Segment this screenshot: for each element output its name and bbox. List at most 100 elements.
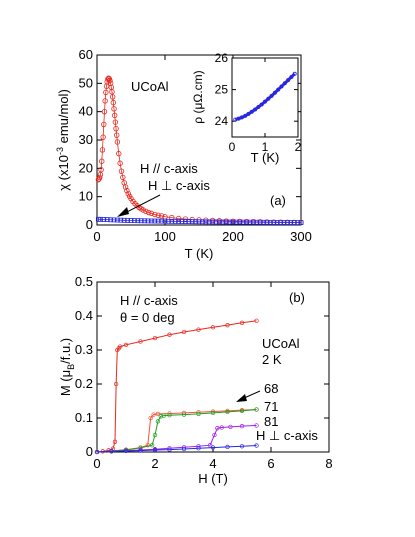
panel-a-label: (a) (270, 193, 286, 208)
series-line-0 (96, 320, 257, 453)
data-point-series-0 (118, 344, 123, 349)
data-point-perp (131, 218, 137, 224)
data-point-perp (98, 216, 103, 222)
inset-data-point (279, 84, 284, 89)
data-point-parallel (100, 134, 106, 140)
data-point-perp (111, 217, 117, 223)
data-point-perp (128, 218, 134, 223)
data-point-series-0 (123, 342, 129, 348)
data-point-perp (281, 220, 287, 225)
data-point-series-4 (138, 448, 143, 453)
data-point-perp (182, 219, 188, 224)
data-point-parallel (101, 108, 108, 115)
data-point-series-2 (210, 410, 216, 416)
data-point-perp (237, 219, 243, 225)
data-point-series-3 (207, 443, 213, 448)
data-point-parallel (155, 212, 161, 219)
data-point-series-2 (254, 407, 259, 412)
data-point-series-2 (152, 432, 158, 438)
data-point-perp (104, 217, 110, 223)
data-point-perp (176, 219, 182, 224)
data-point-perp (233, 219, 239, 225)
panel-a-annotation-arrowhead (117, 207, 129, 217)
data-point-series-0 (112, 439, 118, 444)
panel-b-ytick-label: 0.4 (75, 308, 93, 323)
data-point-parallel (101, 121, 107, 128)
series-68-arrowhead (236, 394, 247, 402)
data-point-parallel (140, 207, 146, 213)
panel-b-ylabel: M (μB/f.u.) (58, 338, 76, 396)
panel-a-inset-chart: 0 1 2 24 25 26 T (K) ρ (μΩ.cm) (191, 51, 302, 165)
panel-a-ylabel-main: χ (x10 (56, 155, 71, 191)
data-point-series-4 (181, 446, 187, 452)
panel-a-annotation-arrow-line (122, 194, 161, 215)
panel-a-ylabel-exp: -3 (55, 147, 65, 155)
data-point-series-4 (152, 447, 158, 453)
data-point-parallel (109, 89, 115, 95)
panel-a-ytick-label: 20 (79, 160, 93, 175)
data-point-perp (203, 219, 209, 225)
series-line-2 (96, 409, 257, 453)
panel-a-xtick-label: 0 (93, 229, 100, 244)
data-point-series-0 (106, 448, 111, 453)
data-point-parallel (110, 99, 117, 106)
panel-b-angle-label: θ = 0 deg (120, 310, 175, 325)
panel-b-xtick-label: 2 (151, 456, 158, 471)
panel-b-xtick-label: 0 (93, 456, 100, 471)
data-point-parallel (113, 125, 119, 132)
data-point-perp (257, 219, 263, 225)
data-point-parallel (99, 147, 106, 153)
inset-ticks: 0 1 2 24 25 26 (215, 51, 302, 154)
data-point-series-3 (228, 424, 233, 429)
data-point-parallel (102, 98, 108, 104)
data-point-series-2 (167, 413, 172, 418)
data-point-perp (247, 219, 253, 225)
data-point-series-0 (113, 381, 119, 387)
inset-data-point (259, 102, 264, 107)
data-point-series-3 (212, 432, 217, 438)
data-point-parallel (97, 174, 103, 181)
inset-data-point (266, 96, 271, 101)
data-point-perp (165, 218, 171, 224)
data-point-series-4 (196, 446, 201, 451)
data-point-series-2 (239, 408, 245, 414)
data-point-perp (254, 219, 260, 225)
panel-a-ytick-label: 60 (79, 47, 93, 62)
data-point-perp (240, 219, 246, 225)
panel-a-xtick-label: 300 (290, 229, 312, 244)
data-point-series-0 (239, 320, 245, 325)
inset-xlabel: T (K) (251, 150, 280, 165)
data-point-series-4 (109, 449, 114, 454)
data-point-perp (274, 220, 280, 225)
data-point-parallel (107, 80, 114, 87)
data-point-perp (179, 219, 185, 224)
data-point-series-0 (167, 332, 172, 337)
inset-xtick-label: 1 (262, 140, 269, 154)
data-point-perp (216, 219, 222, 225)
data-point-perp (291, 220, 297, 225)
panel-b-data (94, 318, 259, 455)
data-point-parallel (116, 150, 122, 157)
data-point-perp (125, 218, 130, 223)
panel-b-xlabel: H (T) (198, 471, 228, 486)
data-point-parallel (175, 215, 182, 222)
panel-b-xtick-label: 4 (209, 456, 216, 471)
data-point-perp (210, 219, 216, 225)
data-point-series-4 (210, 445, 216, 450)
panel-b-xtick-label: 8 (325, 456, 332, 471)
data-point-parallel (124, 188, 130, 194)
data-point-parallel (111, 106, 117, 112)
data-point-series-4 (94, 449, 100, 455)
inset-ytick-label: 26 (215, 51, 229, 65)
panel-b-ylabel-unit: /f.u.) (58, 338, 73, 364)
data-point-perp (298, 220, 304, 225)
data-point-perp (159, 218, 165, 224)
panel-b-chart: 0 2 4 6 800.10.20.30.40.5 H // c-axis θ = 0 … (58, 274, 333, 486)
data-point-parallel (145, 209, 152, 216)
data-point-series-4 (123, 448, 129, 454)
data-point-perp (213, 219, 219, 225)
data-point-parallel (118, 168, 125, 174)
inset-data (233, 71, 297, 122)
